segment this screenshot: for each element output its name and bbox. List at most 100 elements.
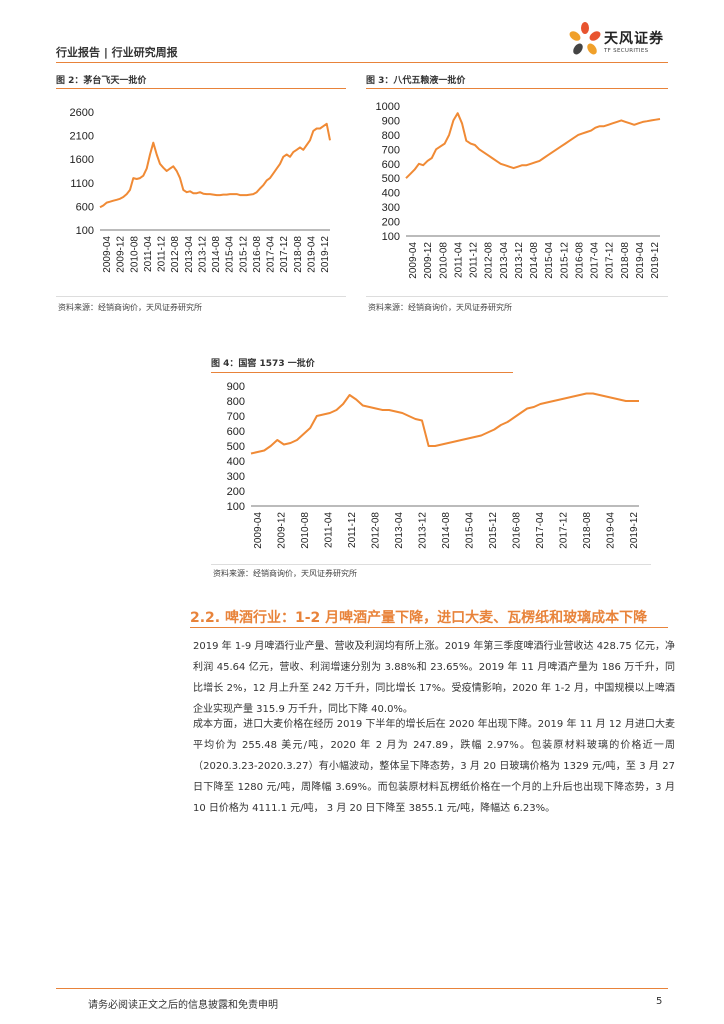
x-tick-label: 2010-08 <box>129 236 140 273</box>
y-tick-label: 200 <box>382 217 400 229</box>
x-tick-label: 2009-12 <box>116 236 127 273</box>
x-tick-label: 2014-08 <box>211 236 222 273</box>
figure-3-chart: 100 200 300 400 500 600 700 800 900 1000 2009-04 20… <box>376 101 661 279</box>
y-tick-label: 800 <box>382 130 400 142</box>
footer-rule <box>56 988 668 989</box>
x-tick-label: 2018-08 <box>620 242 631 279</box>
header-title: 行业报告 | 行业研究周报 <box>56 46 178 59</box>
x-tick-label: 2009-04 <box>102 236 113 273</box>
y-tick-label: 100 <box>227 501 245 513</box>
x-tick-label: 2011-04 <box>324 512 335 548</box>
figure-3-rule <box>366 88 668 89</box>
section-rule <box>190 627 668 628</box>
y-tick-label: 300 <box>382 202 400 214</box>
figure-4-bottom-rule <box>211 564 651 565</box>
x-tick-label: 2010-08 <box>300 512 311 549</box>
y-tick-label: 700 <box>382 144 400 156</box>
y-tick-label: 600 <box>382 159 400 171</box>
figure-3-bottom-rule <box>366 296 668 297</box>
x-tick-label: 2018-08 <box>582 512 593 549</box>
company-logo: 天风证券 TF SECURITIES <box>568 22 678 62</box>
x-tick-label: 2013-12 <box>514 242 525 279</box>
x-tick-label: 2018-08 <box>293 236 304 273</box>
y-tick-label: 1600 <box>70 154 94 166</box>
y-tick-label: 800 <box>227 396 245 408</box>
x-tick-label: 2011-12 <box>469 242 480 278</box>
x-tick-label: 2013-04 <box>499 242 510 279</box>
x-tick-label: 2017-12 <box>279 236 290 273</box>
y-tick-label: 1000 <box>376 101 400 113</box>
figure-2-title: 图 2：茅台飞天一批价 <box>56 76 147 86</box>
x-tick-label: 2015-12 <box>488 512 499 549</box>
x-tick-label: 2012-08 <box>170 236 181 273</box>
x-tick-label: 2012-08 <box>371 512 382 549</box>
x-tick-label: 2009-12 <box>277 512 288 549</box>
x-tick-label: 2015-04 <box>225 236 236 273</box>
footer-disclaimer: 请务必阅读正文之后的信息披露和免责申明 <box>88 1000 278 1011</box>
x-tick-label: 2017-12 <box>605 242 616 279</box>
y-tick-label: 500 <box>382 173 400 185</box>
x-tick-label: 2011-12 <box>157 236 168 272</box>
series-line-0 <box>250 392 639 455</box>
series-line-0 <box>99 122 331 209</box>
y-tick-label: 600 <box>76 201 94 213</box>
figure-4-title: 图 4：国窖 1573 一批价 <box>211 359 315 369</box>
figure-2-bottom-rule <box>56 296 346 297</box>
x-tick-label: 2016-08 <box>574 242 585 279</box>
y-tick-label: 1100 <box>70 178 94 190</box>
x-tick-label: 2019-04 <box>606 512 617 549</box>
x-tick-label: 2019-04 <box>306 236 317 273</box>
y-tick-label: 500 <box>227 441 245 453</box>
header-rule <box>56 62 668 63</box>
x-tick-label: 2015-04 <box>465 512 476 549</box>
x-tick-label: 2014-08 <box>529 242 540 279</box>
x-tick-label: 2016-08 <box>252 236 263 273</box>
section-title: 2.2. 啤酒行业：1-2 月啤酒产量下降，进口大麦、瓦楞纸和玻璃成本下降 <box>190 610 648 626</box>
y-tick-label: 400 <box>382 188 400 200</box>
x-tick-label: 2013-12 <box>418 512 429 549</box>
y-tick-label: 900 <box>227 381 245 393</box>
x-tick-label: 2017-12 <box>559 512 570 549</box>
x-tick-label: 2019-04 <box>635 242 646 279</box>
x-tick-label: 2011-12 <box>347 512 358 548</box>
x-tick-label: 2009-04 <box>253 512 264 549</box>
x-tick-label: 2017-04 <box>266 236 277 273</box>
x-tick-label: 2010-08 <box>438 242 449 279</box>
x-tick-label: 2019-12 <box>650 242 661 279</box>
x-tick-label: 2019-12 <box>629 512 640 549</box>
paragraph-1: 2019 年 1-9 月啤酒行业产量、营收及利润均有所上涨。2019 年第三季度… <box>193 641 675 715</box>
series-line-0 <box>405 112 661 179</box>
x-tick-label: 2013-04 <box>184 236 195 273</box>
page-number: 5 <box>656 996 663 1007</box>
x-tick-label: 2009-12 <box>423 242 434 279</box>
figure-3-source: 资料来源：经销商询价，天风证券研究所 <box>368 303 512 312</box>
x-tick-label: 2015-12 <box>559 242 570 279</box>
x-tick-label: 2009-04 <box>408 242 419 279</box>
x-tick-label: 2013-12 <box>197 236 208 273</box>
y-tick-label: 400 <box>227 456 245 468</box>
x-tick-label: 2015-12 <box>238 236 249 273</box>
y-tick-label: 100 <box>76 225 94 237</box>
figure-2-rule <box>56 88 346 89</box>
figure-2-source: 资料来源：经销商询价，天风证券研究所 <box>58 303 202 312</box>
y-tick-label: 200 <box>227 486 245 498</box>
logo-subtitle: TF SECURITIES <box>604 48 649 54</box>
x-tick-label: 2012-08 <box>484 242 495 279</box>
figure-3-title: 图 3：八代五粮液一批价 <box>366 76 466 86</box>
figure-4-rule <box>211 372 513 373</box>
x-tick-label: 2017-04 <box>535 512 546 549</box>
x-tick-label: 2013-04 <box>394 512 405 549</box>
x-tick-label: 2011-04 <box>143 236 154 272</box>
figure-2-chart: 100 600 1100 1600 2100 2600 2009-04 2009-12 2010… <box>70 107 331 273</box>
y-tick-label: 700 <box>227 411 245 423</box>
y-tick-label: 300 <box>227 471 245 483</box>
x-tick-label: 2014-08 <box>441 512 452 549</box>
x-tick-label: 2019-12 <box>320 236 331 273</box>
y-tick-label: 600 <box>227 426 245 438</box>
x-tick-label: 2011-04 <box>453 242 464 278</box>
logo-mark-icon <box>569 22 601 55</box>
paragraph-2: 成本方面，进口大麦价格在经历 2019 下半年的增长后在 2020 年出现下降。… <box>193 719 675 814</box>
y-tick-label: 2100 <box>70 131 94 143</box>
x-tick-label: 2015-04 <box>544 242 555 279</box>
y-tick-label: 100 <box>382 231 400 243</box>
